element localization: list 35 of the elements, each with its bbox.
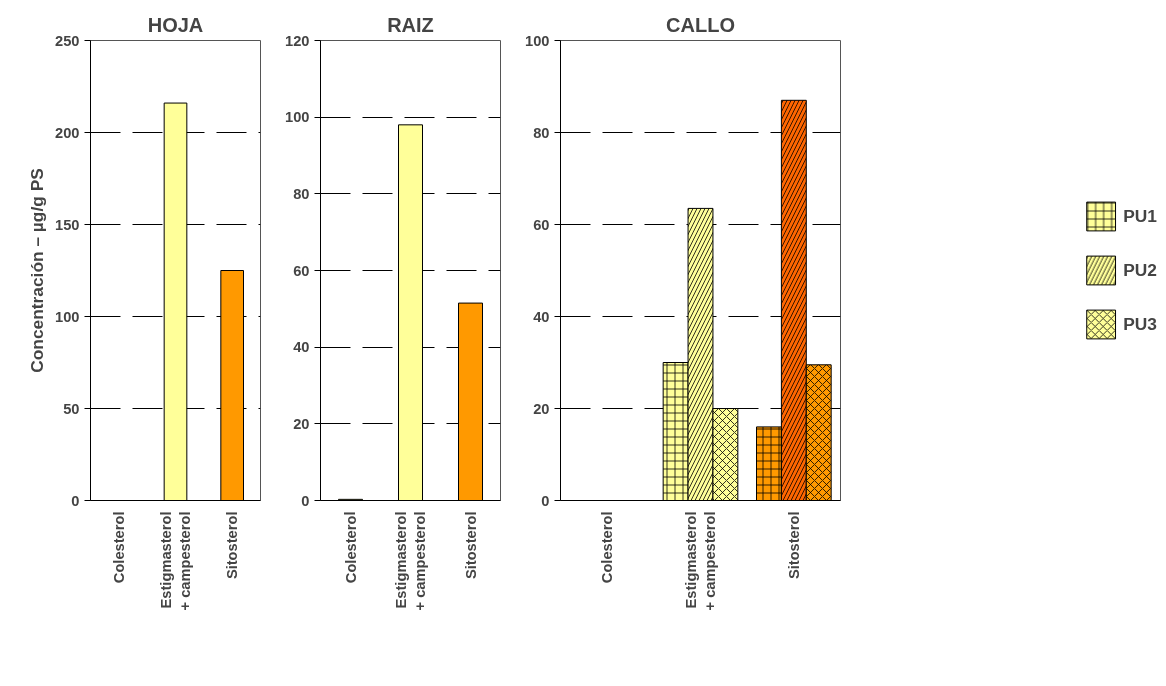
y-tick-label: 150 (55, 216, 80, 233)
y-tick-label: 120 (285, 32, 310, 49)
chart-title: RAIZ (387, 13, 434, 36)
y-tick-label: 50 (63, 400, 80, 417)
y-tick-label: 100 (285, 109, 310, 126)
legend-label: PU2 (1123, 259, 1157, 281)
x-tick-label: Colesterol (342, 511, 359, 584)
y-tick-label: 0 (541, 492, 550, 509)
y-tick-label: 80 (533, 124, 550, 141)
y-tick-label: 40 (293, 339, 310, 356)
x-tick-label: Colesterol (110, 511, 127, 584)
y-tick-label: 60 (293, 262, 310, 279)
x-tick-label: Estigmasterol + campesterol (157, 511, 194, 611)
y-tick-label: 60 (533, 216, 550, 233)
x-tick-label: Estigmasterol + campesterol (392, 511, 429, 611)
x-tick-label: Sitosterol (224, 511, 241, 580)
y-tick-label: 40 (533, 308, 550, 325)
chart-title: CALLO (666, 13, 735, 36)
y-tick-label: 0 (71, 492, 80, 509)
x-tick-label: Estigmasterol + campesterol (682, 511, 719, 611)
x-tick-label: Sitosterol (462, 511, 479, 580)
y-tick-label: 100 (55, 308, 80, 325)
x-tick-label: Sitosterol (785, 511, 802, 580)
y-tick-label: 20 (293, 415, 310, 432)
y-tick-label: 100 (525, 32, 550, 49)
y-tick-label: 20 (533, 400, 550, 417)
chart-title: HOJA (147, 13, 204, 36)
legend-label: PU1 (1123, 205, 1157, 227)
y-axis-title: Concentración – µg/g PS (27, 168, 48, 373)
y-tick-label: 80 (293, 185, 310, 202)
y-tick-label: 200 (55, 124, 80, 141)
x-tick-label: Colesterol (599, 511, 616, 584)
y-tick-label: 250 (55, 32, 80, 49)
y-tick-label: 0 (301, 492, 310, 509)
legend-label: PU3 (1123, 313, 1157, 335)
